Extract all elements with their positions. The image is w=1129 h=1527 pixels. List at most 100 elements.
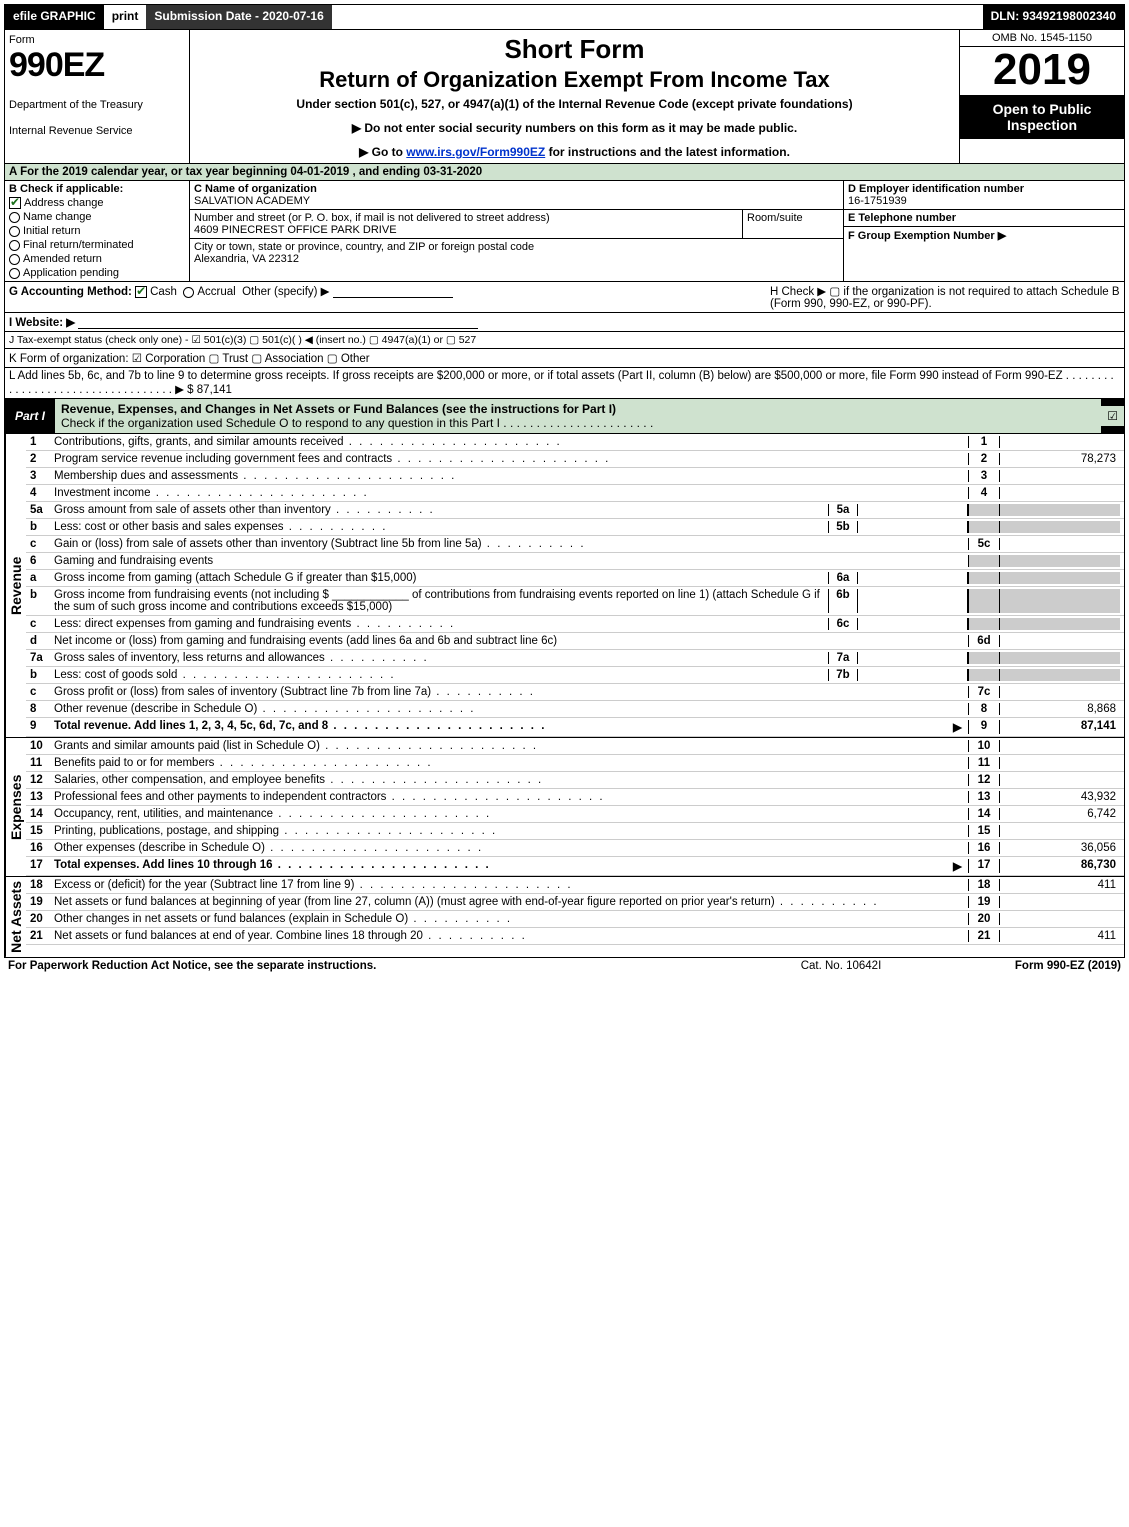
- part-i-subtitle: Check if the organization used Schedule …: [61, 416, 653, 430]
- notice-goto-post: for instructions and the latest informat…: [545, 145, 790, 159]
- chk-amended-return[interactable]: Amended return: [9, 253, 185, 265]
- section-b-label: B Check if applicable:: [9, 183, 185, 195]
- g-other-label: Other (specify) ▶: [242, 286, 329, 298]
- footer-paperwork: For Paperwork Reduction Act Notice, see …: [8, 960, 741, 972]
- form-header-right: OMB No. 1545-1150 2019 Open to Public In…: [959, 30, 1124, 163]
- i-website-input[interactable]: [78, 317, 478, 329]
- revenue-side-label: Revenue: [5, 434, 26, 737]
- form-header: Form 990EZ Department of the Treasury In…: [4, 30, 1125, 164]
- g-accrual-label: Accrual: [197, 286, 235, 298]
- i-website-row: I Website: ▶: [4, 313, 1125, 332]
- line-5b: bLess: cost or other basis and sales exp…: [26, 519, 1124, 536]
- title-return: Return of Organization Exempt From Incom…: [194, 67, 955, 93]
- expenses-side-label: Expenses: [5, 738, 26, 876]
- d-ein-label: D Employer identification number: [848, 183, 1024, 195]
- subtitle: Under section 501(c), 527, or 4947(a)(1)…: [194, 97, 955, 111]
- line-8: 8Other revenue (describe in Schedule O)8…: [26, 701, 1124, 718]
- form-label: Form: [9, 34, 185, 46]
- line-2: 2Program service revenue including gover…: [26, 451, 1124, 468]
- part-i-title-text: Revenue, Expenses, and Changes in Net As…: [61, 402, 616, 416]
- line-10: 10Grants and similar amounts paid (list …: [26, 738, 1124, 755]
- org-address: 4609 PINECREST OFFICE PARK DRIVE: [194, 224, 397, 236]
- part-i-checkbox[interactable]: ☑: [1101, 406, 1124, 426]
- footer-catno: Cat. No. 10642I: [741, 960, 941, 972]
- c-name-label: C Name of organization: [194, 183, 317, 195]
- notice-ssn: ▶ Do not enter social security numbers o…: [194, 121, 955, 135]
- line-12: 12Salaries, other compensation, and empl…: [26, 772, 1124, 789]
- form-header-left: Form 990EZ Department of the Treasury In…: [5, 30, 190, 163]
- org-name: SALVATION ACADEMY: [194, 195, 310, 207]
- open-to-public: Open to Public Inspection: [960, 95, 1124, 139]
- period-row: A For the 2019 calendar year, or tax yea…: [4, 164, 1125, 181]
- org-city: Alexandria, VA 22312: [194, 253, 299, 265]
- top-bar: efile GRAPHIC print Submission Date - 20…: [4, 4, 1125, 30]
- line-4: 4Investment income4: [26, 485, 1124, 502]
- netassets-side-label: Net Assets: [5, 877, 26, 957]
- line-6b: bGross income from fundraising events (n…: [26, 587, 1124, 616]
- irs-link[interactable]: www.irs.gov/Form990EZ: [406, 145, 545, 159]
- f-group-label: F Group Exemption Number ▶: [848, 230, 1006, 242]
- footer-formno: Form 990-EZ (2019): [941, 960, 1121, 972]
- dln-number: DLN: 93492198002340: [983, 5, 1124, 29]
- revenue-section: Revenue 1Contributions, gifts, grants, a…: [4, 434, 1125, 738]
- form-header-center: Short Form Return of Organization Exempt…: [190, 30, 959, 163]
- line-1: 1Contributions, gifts, grants, and simil…: [26, 434, 1124, 451]
- addr-label: Number and street (or P. O. box, if mail…: [194, 212, 550, 224]
- section-b: B Check if applicable: Address change Na…: [5, 181, 190, 281]
- g-cash-check[interactable]: [135, 286, 147, 298]
- g-accounting: G Accounting Method: Cash Accrual Other …: [9, 284, 770, 310]
- chk-application-pending[interactable]: Application pending: [9, 267, 185, 279]
- line-5a: 5aGross amount from sale of assets other…: [26, 502, 1124, 519]
- info-grid: B Check if applicable: Address change Na…: [4, 181, 1125, 282]
- line-16: 16Other expenses (describe in Schedule O…: [26, 840, 1124, 857]
- chk-name-change[interactable]: Name change: [9, 211, 185, 223]
- line-19: 19Net assets or fund balances at beginni…: [26, 894, 1124, 911]
- dept-treasury: Department of the Treasury: [9, 99, 185, 111]
- l-gross-receipts: L Add lines 5b, 6c, and 7b to line 9 to …: [4, 368, 1125, 399]
- tax-year: 2019: [960, 45, 1124, 95]
- g-label: G Accounting Method:: [9, 286, 132, 298]
- submission-date: Submission Date - 2020-07-16: [146, 5, 331, 29]
- line-17: 17Total expenses. Add lines 10 through 1…: [26, 857, 1124, 876]
- city-label: City or town, state or province, country…: [194, 241, 534, 253]
- h-schedule-b: H Check ▶ ▢ if the organization is not r…: [770, 284, 1120, 310]
- dept-irs: Internal Revenue Service: [9, 125, 185, 137]
- k-form-org: K Form of organization: ☑ Corporation ▢ …: [4, 349, 1125, 368]
- j-tax-exempt: J Tax-exempt status (check only one) - ☑…: [4, 332, 1125, 349]
- part-i-title: Revenue, Expenses, and Changes in Net As…: [55, 399, 1101, 433]
- chk-final-return[interactable]: Final return/terminated: [9, 239, 185, 251]
- i-website-label: I Website: ▶: [9, 317, 75, 329]
- line-5c: cGain or (loss) from sale of assets othe…: [26, 536, 1124, 553]
- line-20: 20Other changes in net assets or fund ba…: [26, 911, 1124, 928]
- notice-goto-pre: ▶ Go to: [359, 145, 406, 159]
- line-7c: cGross profit or (loss) from sales of in…: [26, 684, 1124, 701]
- line-7a: 7aGross sales of inventory, less returns…: [26, 650, 1124, 667]
- chk-address-change[interactable]: Address change: [9, 197, 185, 209]
- g-other-input[interactable]: [333, 286, 453, 298]
- line-9: 9Total revenue. Add lines 1, 2, 3, 4, 5c…: [26, 718, 1124, 737]
- room-label: Room/suite: [747, 212, 803, 224]
- line-11: 11Benefits paid to or for members11: [26, 755, 1124, 772]
- part-i-tag: Part I: [5, 406, 55, 426]
- section-c: C Name of organization SALVATION ACADEMY…: [190, 181, 844, 281]
- g-accrual-check[interactable]: [183, 287, 194, 298]
- part-i-header: Part I Revenue, Expenses, and Changes in…: [4, 399, 1125, 434]
- line-6c: cLess: direct expenses from gaming and f…: [26, 616, 1124, 633]
- e-phone-label: E Telephone number: [848, 212, 956, 224]
- chk-initial-return[interactable]: Initial return: [9, 225, 185, 237]
- line-3: 3Membership dues and assessments3: [26, 468, 1124, 485]
- notice-goto: ▶ Go to www.irs.gov/Form990EZ for instru…: [194, 145, 955, 159]
- line-18: 18Excess or (deficit) for the year (Subt…: [26, 877, 1124, 894]
- expenses-section: Expenses 10Grants and similar amounts pa…: [4, 738, 1125, 877]
- line-13: 13Professional fees and other payments t…: [26, 789, 1124, 806]
- gh-row: G Accounting Method: Cash Accrual Other …: [4, 282, 1125, 313]
- print-button[interactable]: print: [104, 5, 147, 29]
- g-cash-label: Cash: [150, 286, 177, 298]
- line-21: 21Net assets or fund balances at end of …: [26, 928, 1124, 945]
- line-14: 14Occupancy, rent, utilities, and mainte…: [26, 806, 1124, 823]
- efile-label: efile GRAPHIC: [5, 5, 104, 29]
- line-6: 6Gaming and fundraising events: [26, 553, 1124, 570]
- netassets-section: Net Assets 18Excess or (deficit) for the…: [4, 877, 1125, 958]
- line-6a: aGross income from gaming (attach Schedu…: [26, 570, 1124, 587]
- page-footer: For Paperwork Reduction Act Notice, see …: [4, 958, 1125, 974]
